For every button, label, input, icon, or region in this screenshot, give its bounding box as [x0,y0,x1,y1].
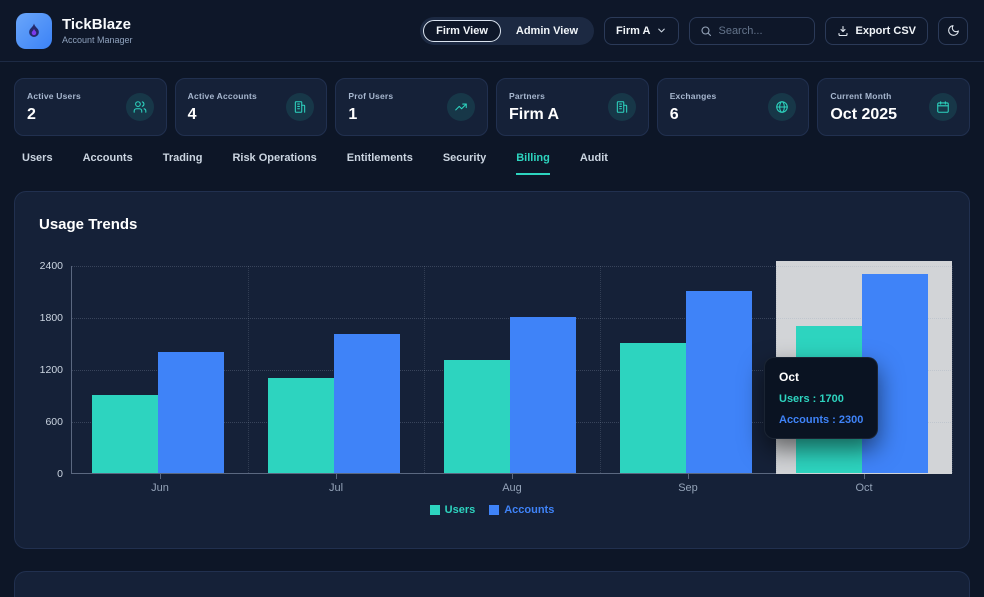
chart-title: Usage Trends [39,216,138,233]
search-box [689,16,816,45]
tooltip-rows: Users : 1700 Accounts : 2300 [779,393,863,426]
tab-audit[interactable]: Audit [579,152,608,164]
x-axis-tick-aug [512,474,513,479]
tooltip-row-users: Users : 1700 [779,393,844,405]
firm-select-value: Firm A [616,24,651,37]
bar-users-jul[interactable] [268,377,334,473]
stat-card-current-month: Current Month Oct 2025 [817,78,971,136]
x-axis-label-aug: Aug [502,482,522,494]
export-csv-label: Export CSV [855,24,916,37]
stat-label: Partners [509,90,546,101]
brand-text: TickBlaze Account Manager [62,16,133,45]
stats-row: Active Users 2 Active Accounts 4 Prof Us… [0,62,984,136]
tab-billing[interactable]: Billing [516,152,550,175]
download-icon [837,25,849,37]
theme-toggle-button[interactable] [938,16,968,45]
section-tabs: Users Accounts Trading Risk Operations E… [0,136,984,175]
y-axis-tick-1800: 1800 [39,312,63,324]
stat-card-prof-users: Prof Users 1 [335,78,489,136]
stat-value: 2 [27,105,36,123]
moon-icon [947,24,960,37]
app-title: TickBlaze [62,16,131,33]
stat-value: 6 [669,105,679,123]
calendar-icon [929,93,958,121]
tab-risk-operations[interactable]: Risk Operations [232,152,317,164]
stat-value: Firm A [509,105,560,123]
view-toggle: Firm View Admin View [420,16,595,45]
legend-item-users[interactable]: Users [429,504,476,516]
tab-entitlements[interactable]: Entitlements [346,152,413,164]
globe-icon [768,93,797,121]
flame-icon [25,22,43,40]
legend-label-accounts: Accounts [504,504,555,516]
x-axis-tick-oct [864,474,865,479]
app-logo [16,12,52,49]
stat-label: Active Accounts [187,90,257,101]
building-icon [286,93,315,121]
stat-label: Current Month [830,90,892,101]
search-icon [700,25,712,37]
brand: TickBlaze Account Manager [16,12,133,49]
users-icon [125,93,154,121]
x-axis-label-jul: Jul [328,482,344,494]
trend-up-icon [447,93,476,121]
bar-users-sep[interactable] [620,343,686,473]
topbar: TickBlaze Account Manager Firm View Admi… [0,0,984,62]
topbar-actions: Firm View Admin View Firm A Export CSV [420,16,968,45]
x-axis-tick-jul [336,474,337,479]
bar-users-jun[interactable] [92,395,158,473]
building-icon [607,93,636,121]
usage-trends-card: Usage Trends 0 600 1200 1800 2400 Jun Jul Aug Se… [14,191,970,549]
firm-view-button[interactable]: Firm View [423,19,501,42]
stat-label: Active Users [27,90,81,101]
x-axis-label-sep: Sep [678,482,698,494]
bar-accounts-aug[interactable] [510,317,576,473]
gridline-x-5 [952,266,953,473]
y-axis-tick-2400: 2400 [39,260,63,272]
chart-tooltip: Oct Users : 1700 Accounts : 2300 [764,357,879,439]
x-axis-label-oct: Oct [855,482,873,494]
y-axis-tick-600: 600 [45,416,63,428]
firm-select[interactable]: Firm A [604,16,680,45]
search-input[interactable] [718,24,805,37]
legend-label-users: Users [444,504,476,516]
gridline-x-1 [248,266,249,473]
stat-label: Exchanges [669,90,717,101]
gridline-x-2 [424,266,425,473]
admin-view-button[interactable]: Admin View [503,20,591,42]
y-axis-tick-0: 0 [57,468,63,480]
tooltip-title: Oct [779,370,800,384]
chevron-down-icon [656,25,667,36]
x-axis-label-jun: Jun [151,482,169,494]
legend-item-accounts[interactable]: Accounts [489,504,554,516]
export-csv-button[interactable]: Export CSV [825,16,928,45]
legend-swatch-users [429,505,440,515]
bar-users-aug[interactable] [444,360,510,473]
stat-card-active-accounts: Active Accounts 4 [174,78,328,136]
stat-value: Oct 2025 [830,105,898,123]
tab-trading[interactable]: Trading [162,152,203,164]
stat-card-exchanges: Exchanges 6 [656,78,810,136]
gridline-x-3 [600,266,601,473]
stat-card-active-users: Active Users 2 [14,78,167,136]
bar-accounts-jun[interactable] [158,351,224,473]
tab-users[interactable]: Users [22,152,53,164]
tab-security[interactable]: Security [442,152,487,164]
tab-accounts[interactable]: Accounts [82,152,133,164]
bar-accounts-sep[interactable] [686,291,752,473]
app-subtitle: Account Manager [62,35,133,45]
stat-card-partners: Partners Firm A [496,78,649,136]
stat-value: 1 [348,105,358,123]
next-card-partial [14,571,970,597]
x-axis-tick-sep [688,474,689,479]
stat-label: Prof Users [348,90,394,101]
bar-accounts-jul[interactable] [334,334,400,473]
tooltip-row-accounts: Accounts : 2300 [779,414,864,426]
stat-value: 4 [187,105,197,123]
y-axis-tick-1200: 1200 [39,364,63,376]
x-axis-tick-jun [160,474,161,479]
legend-swatch-accounts [489,505,500,515]
chart-legend: Users Accounts [15,504,969,516]
gridline-y-2400 [72,266,951,267]
